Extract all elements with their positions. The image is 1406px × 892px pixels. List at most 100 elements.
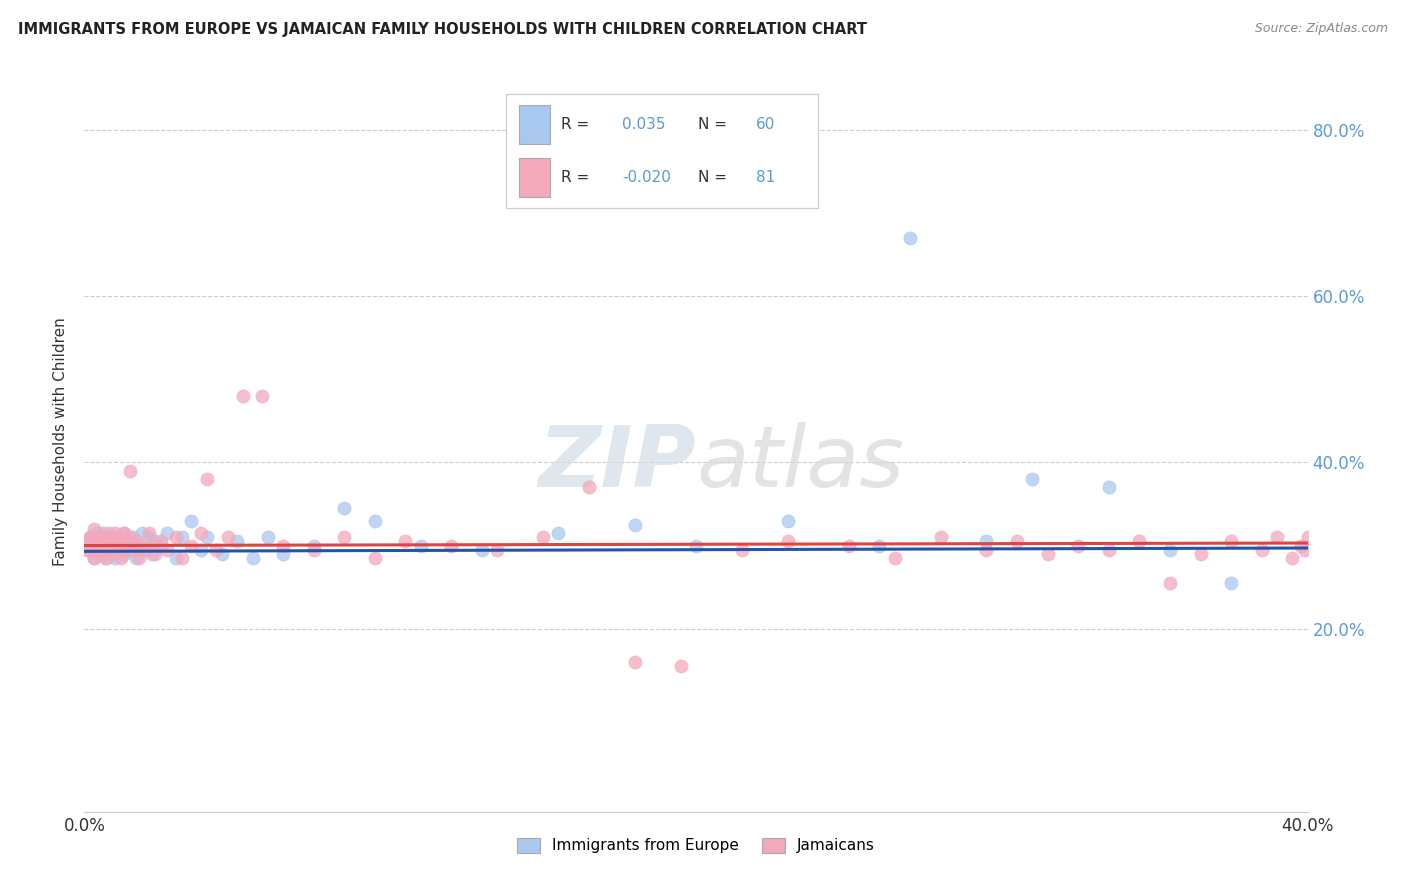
- Point: [120, 542, 142, 557]
- Point: [128, 539, 150, 553]
- Point: [83, 539, 105, 553]
- Point: [929, 530, 952, 544]
- Y-axis label: Family Households with Children: Family Households with Children: [53, 318, 69, 566]
- Point: [110, 551, 132, 566]
- Point: [394, 534, 416, 549]
- Point: [226, 534, 249, 549]
- Point: [1220, 576, 1243, 591]
- Point: [76, 534, 98, 549]
- Point: [120, 464, 142, 478]
- Point: [898, 231, 921, 245]
- Point: [731, 542, 754, 557]
- Point: [91, 530, 114, 544]
- Point: [104, 551, 127, 566]
- Text: atlas: atlas: [696, 422, 904, 505]
- Point: [107, 534, 129, 549]
- Point: [333, 530, 356, 544]
- Text: IMMIGRANTS FROM EUROPE VS JAMAICAN FAMILY HOUSEHOLDS WITH CHILDREN CORRELATION C: IMMIGRANTS FROM EUROPE VS JAMAICAN FAMIL…: [18, 22, 868, 37]
- Text: Source: ZipAtlas.com: Source: ZipAtlas.com: [1254, 22, 1388, 36]
- Point: [149, 534, 172, 549]
- Point: [217, 530, 239, 544]
- Point: [138, 530, 160, 544]
- Point: [83, 522, 105, 536]
- Point: [1098, 542, 1121, 557]
- Legend: Immigrants from Europe, Jamaicans: Immigrants from Europe, Jamaicans: [510, 831, 882, 860]
- Point: [83, 551, 105, 566]
- Point: [1296, 530, 1319, 544]
- Point: [86, 526, 108, 541]
- Point: [302, 542, 325, 557]
- Point: [115, 534, 138, 549]
- Point: [112, 526, 135, 541]
- Point: [101, 542, 124, 557]
- Point: [156, 526, 179, 541]
- Point: [94, 551, 117, 566]
- Point: [976, 542, 998, 557]
- Point: [1250, 542, 1272, 557]
- Point: [869, 539, 891, 553]
- Point: [79, 542, 101, 557]
- Point: [107, 530, 129, 544]
- Point: [97, 539, 120, 553]
- Point: [79, 530, 101, 544]
- Point: [1128, 534, 1150, 549]
- Point: [89, 530, 111, 544]
- Point: [91, 542, 114, 557]
- Point: [190, 526, 212, 541]
- Point: [94, 534, 117, 549]
- Point: [94, 539, 117, 553]
- Point: [165, 530, 187, 544]
- Point: [86, 539, 108, 553]
- Point: [242, 551, 264, 566]
- Point: [76, 534, 98, 549]
- Point: [135, 542, 157, 557]
- Point: [138, 526, 160, 541]
- Point: [547, 526, 569, 541]
- Point: [156, 542, 179, 557]
- Point: [143, 534, 166, 549]
- Point: [101, 547, 124, 561]
- Point: [141, 547, 163, 561]
- Point: [91, 542, 114, 557]
- Point: [91, 526, 114, 541]
- Point: [89, 547, 111, 561]
- Point: [122, 542, 145, 557]
- Point: [107, 542, 129, 557]
- Point: [165, 551, 187, 566]
- Point: [211, 547, 233, 561]
- Point: [190, 542, 212, 557]
- Point: [776, 534, 799, 549]
- Point: [333, 501, 356, 516]
- Point: [112, 526, 135, 541]
- Point: [112, 547, 135, 561]
- Point: [79, 530, 101, 544]
- Point: [195, 472, 218, 486]
- Point: [104, 530, 127, 544]
- Point: [125, 551, 148, 566]
- Point: [1005, 534, 1028, 549]
- Point: [1291, 539, 1313, 553]
- Point: [104, 526, 127, 541]
- Point: [131, 526, 153, 541]
- Point: [976, 534, 998, 549]
- Point: [776, 514, 799, 528]
- Point: [302, 539, 325, 553]
- Point: [578, 480, 600, 494]
- Point: [122, 530, 145, 544]
- Point: [97, 526, 120, 541]
- Point: [97, 530, 120, 544]
- Point: [110, 539, 132, 553]
- Point: [1159, 542, 1181, 557]
- Point: [271, 539, 294, 553]
- Point: [89, 547, 111, 561]
- Point: [1281, 551, 1303, 566]
- Point: [149, 539, 172, 553]
- Point: [624, 517, 647, 532]
- Point: [471, 542, 494, 557]
- Point: [440, 539, 463, 553]
- Point: [180, 539, 202, 553]
- Point: [624, 655, 647, 669]
- Point: [232, 389, 254, 403]
- Point: [1265, 530, 1288, 544]
- Point: [83, 534, 105, 549]
